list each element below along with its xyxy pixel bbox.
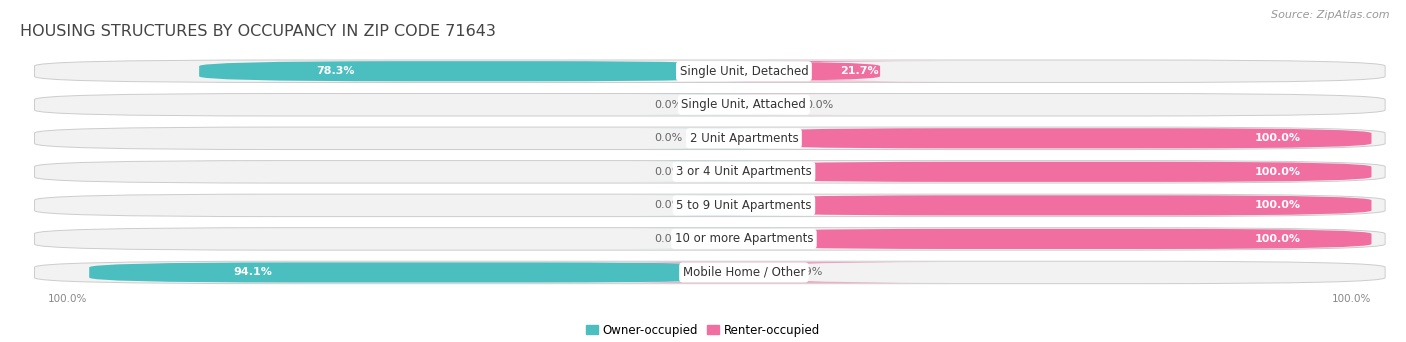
FancyBboxPatch shape xyxy=(35,228,1385,250)
FancyBboxPatch shape xyxy=(35,261,1385,284)
Text: Source: ZipAtlas.com: Source: ZipAtlas.com xyxy=(1271,10,1389,20)
Text: 5.9%: 5.9% xyxy=(794,267,823,277)
Text: 5 to 9 Unit Apartments: 5 to 9 Unit Apartments xyxy=(676,199,811,212)
Text: 100.0%: 100.0% xyxy=(1254,234,1301,244)
FancyBboxPatch shape xyxy=(35,127,1385,149)
Text: 78.3%: 78.3% xyxy=(316,66,354,76)
Text: 100.0%: 100.0% xyxy=(1331,294,1371,304)
Text: Mobile Home / Other: Mobile Home / Other xyxy=(683,266,806,279)
Text: 3 or 4 Unit Apartments: 3 or 4 Unit Apartments xyxy=(676,165,811,178)
Text: 2 Unit Apartments: 2 Unit Apartments xyxy=(689,132,799,145)
FancyBboxPatch shape xyxy=(689,95,853,115)
FancyBboxPatch shape xyxy=(634,162,799,182)
Text: 0.0%: 0.0% xyxy=(806,100,834,110)
FancyBboxPatch shape xyxy=(675,61,949,81)
FancyBboxPatch shape xyxy=(89,262,744,282)
Text: 100.0%: 100.0% xyxy=(1254,133,1301,143)
FancyBboxPatch shape xyxy=(634,95,799,115)
FancyBboxPatch shape xyxy=(35,161,1385,183)
Text: 0.0%: 0.0% xyxy=(654,133,682,143)
Text: 10 or more Apartments: 10 or more Apartments xyxy=(675,233,813,246)
Text: 0.0%: 0.0% xyxy=(654,234,682,244)
Text: 0.0%: 0.0% xyxy=(654,200,682,210)
FancyBboxPatch shape xyxy=(634,128,799,148)
Text: 21.7%: 21.7% xyxy=(841,66,879,76)
FancyBboxPatch shape xyxy=(634,229,799,249)
FancyBboxPatch shape xyxy=(35,93,1385,116)
FancyBboxPatch shape xyxy=(35,194,1385,216)
Text: HOUSING STRUCTURES BY OCCUPANCY IN ZIP CODE 71643: HOUSING STRUCTURES BY OCCUPANCY IN ZIP C… xyxy=(20,24,495,39)
FancyBboxPatch shape xyxy=(634,195,799,215)
Text: 100.0%: 100.0% xyxy=(1254,167,1301,177)
FancyBboxPatch shape xyxy=(35,60,1385,82)
Text: Single Unit, Detached: Single Unit, Detached xyxy=(679,65,808,78)
Text: Single Unit, Attached: Single Unit, Attached xyxy=(682,98,807,111)
FancyBboxPatch shape xyxy=(744,128,1371,148)
Text: 100.0%: 100.0% xyxy=(48,294,87,304)
FancyBboxPatch shape xyxy=(744,195,1371,215)
Legend: Owner-occupied, Renter-occupied: Owner-occupied, Renter-occupied xyxy=(586,324,820,337)
Text: 94.1%: 94.1% xyxy=(233,267,273,277)
Text: 0.0%: 0.0% xyxy=(654,100,682,110)
Text: 100.0%: 100.0% xyxy=(1254,200,1301,210)
FancyBboxPatch shape xyxy=(744,162,1371,182)
FancyBboxPatch shape xyxy=(744,229,1371,249)
FancyBboxPatch shape xyxy=(576,262,949,282)
FancyBboxPatch shape xyxy=(200,61,744,81)
Text: 0.0%: 0.0% xyxy=(654,167,682,177)
